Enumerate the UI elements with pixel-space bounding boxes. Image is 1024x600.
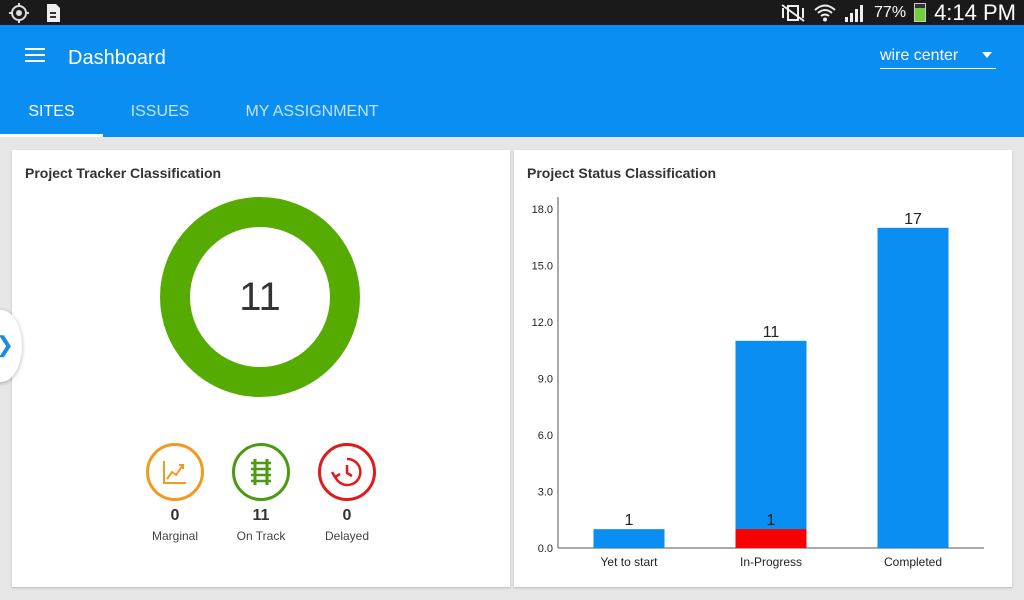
bar-chart: 0.0 3.0 6.0 9.0 12.0 15.0 18.0 Yet to start In-P… bbox=[532, 197, 984, 569]
chevron-right-icon: ❯ bbox=[0, 332, 14, 358]
location-target-icon bbox=[9, 3, 29, 23]
stat-label: Marginal bbox=[151, 529, 199, 543]
railway-track-icon bbox=[232, 443, 290, 501]
stat-on-track[interactable]: 11 On Track bbox=[221, 443, 301, 543]
vibrate-mute-icon bbox=[781, 3, 805, 22]
tab-indicator bbox=[0, 134, 103, 137]
tab-label: ISSUES bbox=[130, 103, 190, 120]
app-bar: Dashboard wire center SITES ISSUES MY AS… bbox=[0, 25, 1024, 137]
drawer-handle[interactable]: ❯ bbox=[0, 310, 22, 382]
card-title: Project Status Classification bbox=[527, 165, 717, 181]
chevron-down-icon bbox=[982, 52, 992, 58]
y-tick-label: 12.0 bbox=[532, 317, 553, 329]
y-tick-label: 18.0 bbox=[532, 204, 553, 216]
stat-marginal[interactable]: 0 Marginal bbox=[135, 443, 215, 543]
stat-count: 0 bbox=[170, 507, 180, 524]
page-title: Dashboard bbox=[68, 47, 166, 69]
battery-icon bbox=[914, 3, 927, 22]
project-status-card: Project Status Classification 0.0 3.0 6.0 9… bbox=[514, 150, 1012, 587]
tab-label: MY ASSIGNMENT bbox=[245, 103, 379, 120]
project-tracker-card: Project Tracker Classification 11 0 Marg… bbox=[12, 150, 510, 587]
stat-count: 0 bbox=[342, 507, 352, 524]
donut-total: 11 bbox=[239, 275, 281, 319]
bar-completed bbox=[877, 227, 949, 548]
x-category-label: In-Progress bbox=[740, 555, 802, 569]
bar-in-progress bbox=[735, 340, 807, 548]
tab-bar: SITES ISSUES MY ASSIGNMENT bbox=[0, 89, 1024, 137]
card-title: Project Tracker Classification bbox=[25, 165, 222, 181]
x-category-label: Yet to start bbox=[601, 555, 659, 569]
tab-label: SITES bbox=[28, 103, 75, 120]
trend-chart-icon bbox=[146, 443, 204, 501]
bar-yet-to-start bbox=[593, 529, 665, 548]
wifi-icon bbox=[814, 4, 836, 21]
clock: 4:14 PM bbox=[934, 0, 1016, 25]
bar-segment-in-progress bbox=[735, 529, 807, 548]
data-label: 1 bbox=[625, 512, 634, 529]
menu-icon[interactable] bbox=[25, 48, 45, 64]
stat-label: On Track bbox=[236, 529, 286, 543]
x-category-label: Completed bbox=[884, 555, 942, 569]
tab-my-assignment[interactable]: MY ASSIGNMENT bbox=[236, 89, 388, 137]
status-bar: 77% 4:14 PM bbox=[0, 0, 1024, 25]
wire-center-dropdown[interactable]: wire center bbox=[880, 47, 996, 69]
data-label: 11 bbox=[763, 324, 780, 341]
stat-delayed[interactable]: 0 Delayed bbox=[307, 443, 387, 543]
data-label: 1 bbox=[767, 512, 776, 529]
clock-delayed-icon bbox=[318, 443, 376, 501]
y-tick-label: 3.0 bbox=[538, 487, 553, 499]
stat-count: 11 bbox=[252, 507, 270, 524]
notification-icons bbox=[8, 3, 64, 23]
y-tick-label: 9.0 bbox=[538, 374, 553, 386]
y-tick-label: 0.0 bbox=[538, 543, 553, 555]
document-sync-icon bbox=[47, 4, 60, 22]
tab-issues[interactable]: ISSUES bbox=[118, 89, 202, 137]
dropdown-value: wire center bbox=[880, 47, 959, 64]
battery-percent: 77% bbox=[874, 3, 907, 21]
y-tick-label: 6.0 bbox=[538, 430, 553, 442]
tab-sites[interactable]: SITES bbox=[0, 89, 103, 137]
y-tick-label: 15.0 bbox=[532, 261, 553, 273]
data-label: 17 bbox=[904, 211, 922, 228]
stat-label: Delayed bbox=[324, 529, 370, 543]
signal-icon bbox=[845, 4, 864, 22]
